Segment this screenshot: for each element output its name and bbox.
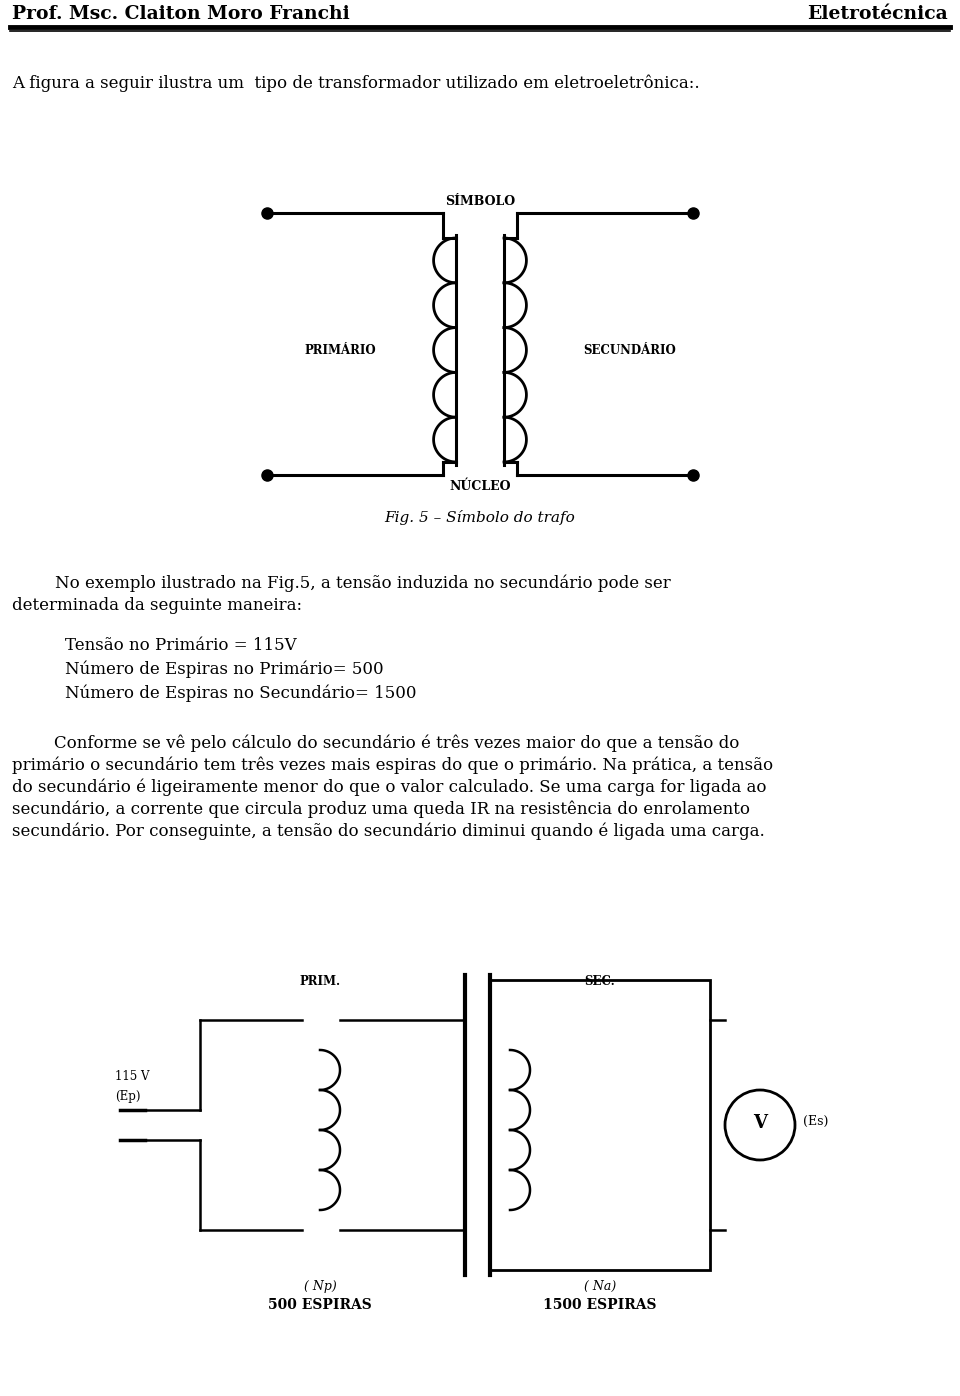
Text: 500 ESPIRAS: 500 ESPIRAS bbox=[268, 1298, 372, 1312]
Text: (Es): (Es) bbox=[803, 1115, 828, 1128]
Text: (Ep): (Ep) bbox=[115, 1090, 140, 1103]
Text: primário o secundário tem três vezes mais espiras do que o primário. Na prática,: primário o secundário tem três vezes mai… bbox=[12, 757, 773, 775]
Text: A figura a seguir ilustra um  tipo de transformador utilizado em eletroeletrônic: A figura a seguir ilustra um tipo de tra… bbox=[12, 75, 700, 92]
Circle shape bbox=[725, 1090, 795, 1160]
Text: determinada da seguinte maneira:: determinada da seguinte maneira: bbox=[12, 597, 302, 614]
Text: ( Np): ( Np) bbox=[303, 1280, 336, 1293]
Text: No exemplo ilustrado na Fig.5, a tensão induzida no secundário pode ser: No exemplo ilustrado na Fig.5, a tensão … bbox=[55, 575, 671, 592]
Text: Prof. Msc. Claiton Moro Franchi: Prof. Msc. Claiton Moro Franchi bbox=[12, 6, 349, 22]
Text: SEC.: SEC. bbox=[585, 974, 615, 988]
Text: secundário. Por conseguinte, a tensão do secundário diminui quando é ligada uma : secundário. Por conseguinte, a tensão do… bbox=[12, 824, 765, 840]
Text: Fig. 5 – Símbolo do trafo: Fig. 5 – Símbolo do trafo bbox=[385, 510, 575, 525]
Text: SÍMBOLO: SÍMBOLO bbox=[444, 195, 516, 208]
Text: Conforme se vê pelo cálculo do secundário é três vezes maior do que a tensão do: Conforme se vê pelo cálculo do secundári… bbox=[12, 736, 739, 752]
Text: V: V bbox=[753, 1114, 767, 1132]
Text: Eletrotécnica: Eletrotécnica bbox=[807, 6, 948, 22]
Text: NÚCLEO: NÚCLEO bbox=[449, 480, 511, 493]
Text: 115 V: 115 V bbox=[115, 1069, 150, 1083]
Text: 1500 ESPIRAS: 1500 ESPIRAS bbox=[543, 1298, 657, 1312]
Text: Número de Espiras no Primário= 500: Número de Espiras no Primário= 500 bbox=[65, 660, 384, 678]
Text: ( Na): ( Na) bbox=[584, 1280, 616, 1293]
Text: SECUNDÁRIO: SECUNDÁRIO bbox=[584, 343, 677, 356]
Text: secundário, a corrente que circula produz uma queda IR na resistência do enrolam: secundário, a corrente que circula produ… bbox=[12, 801, 750, 818]
Text: PRIM.: PRIM. bbox=[300, 974, 341, 988]
Text: PRIMÁRIO: PRIMÁRIO bbox=[304, 343, 375, 356]
Text: do secundário é ligeiramente menor do que o valor calculado. Se uma carga for li: do secundário é ligeiramente menor do qu… bbox=[12, 779, 766, 797]
Text: Tensão no Primário = 115V: Tensão no Primário = 115V bbox=[65, 637, 297, 653]
Text: Número de Espiras no Secundário= 1500: Número de Espiras no Secundário= 1500 bbox=[65, 685, 417, 702]
Bar bbox=[490, 980, 710, 1270]
